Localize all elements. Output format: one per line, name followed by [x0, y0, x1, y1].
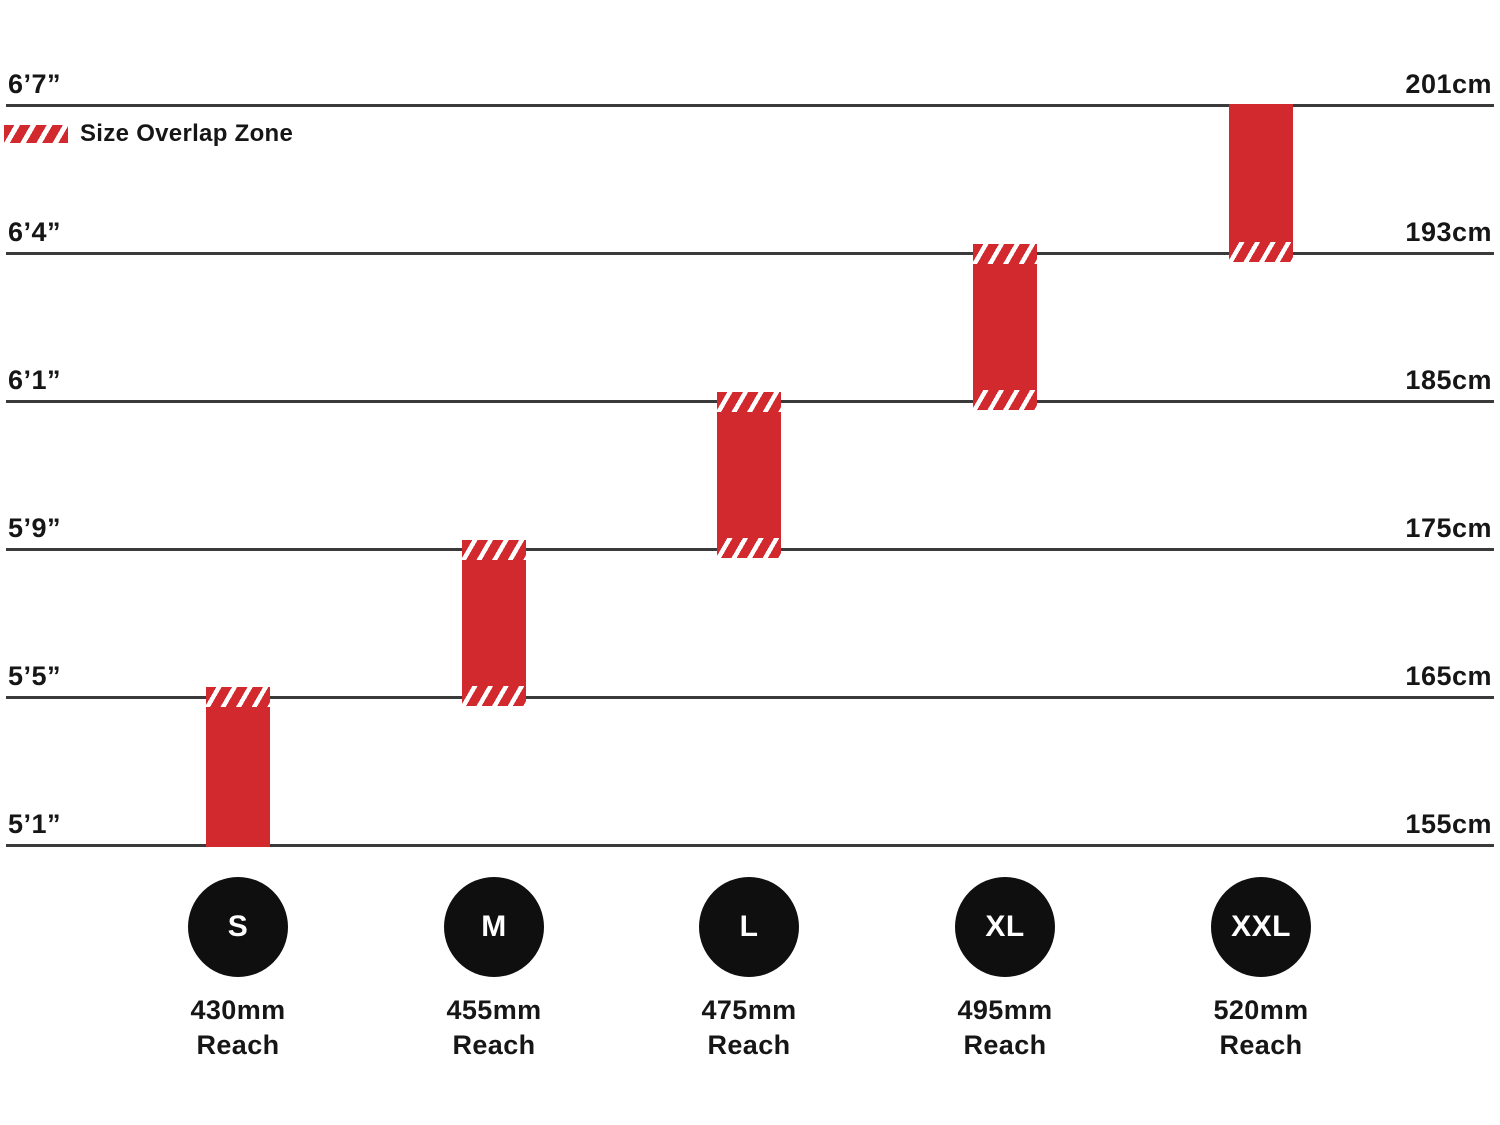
reach-value: 495mm: [957, 995, 1053, 1025]
bar-solid: [462, 560, 526, 686]
reach-unit: Reach: [196, 1030, 280, 1060]
tick-metric: 175cm: [1405, 513, 1492, 543]
gridline-193cm: [6, 252, 1494, 255]
tick-metric: 201cm: [1405, 69, 1492, 99]
size-badge-l: L: [699, 877, 799, 977]
overlap-zone-bottom: [1229, 242, 1293, 262]
overlap-hatch-swatch: [4, 125, 68, 143]
reach-value: 430mm: [190, 995, 286, 1025]
overlap-zone-bottom: [717, 538, 781, 558]
reach-value: 455mm: [446, 995, 542, 1025]
reach-label-l: 475mm Reach: [639, 993, 859, 1063]
reach-unit: Reach: [452, 1030, 536, 1060]
bar-solid: [206, 707, 270, 847]
reach-label-xl: 495mm Reach: [895, 993, 1115, 1063]
reach-value: 520mm: [1213, 995, 1309, 1025]
tick-imperial: 6’4”: [8, 217, 62, 247]
tick-metric: 193cm: [1405, 217, 1492, 247]
size-bar-m: [462, 540, 526, 706]
reach-label-m: 455mm Reach: [384, 993, 604, 1063]
size-bar-s: [206, 687, 270, 847]
size-bar-xl: [973, 244, 1037, 410]
overlap-zone-bottom: [973, 390, 1037, 410]
size-badge-m: M: [444, 877, 544, 977]
legend: Size Overlap Zone: [4, 120, 293, 148]
reach-label-xxl: 520mm Reach: [1151, 993, 1371, 1063]
overlap-zone-top: [717, 392, 781, 412]
tick-metric: 165cm: [1405, 661, 1492, 691]
bar-solid: [973, 264, 1037, 390]
overlap-zone-bottom: [462, 686, 526, 706]
bar-solid: [1229, 104, 1293, 242]
tick-imperial: 5’5”: [8, 661, 62, 691]
overlap-zone-top: [973, 244, 1037, 264]
bar-solid: [717, 412, 781, 538]
tick-imperial: 6’1”: [8, 365, 62, 395]
tick-imperial: 6’7”: [8, 69, 62, 99]
size-bar-l: [717, 392, 781, 558]
size-badge-xl: XL: [955, 877, 1055, 977]
tick-metric: 155cm: [1405, 809, 1492, 839]
reach-label-s: 430mm Reach: [128, 993, 348, 1063]
reach-unit: Reach: [707, 1030, 791, 1060]
gridline-155cm: [6, 844, 1494, 847]
gridline-165cm: [6, 696, 1494, 699]
tick-imperial: 5’9”: [8, 513, 62, 543]
size-badge-s: S: [188, 877, 288, 977]
overlap-zone-top: [206, 687, 270, 707]
legend-label: Size Overlap Zone: [80, 120, 294, 147]
size-bar-xxl: [1229, 104, 1293, 262]
overlap-zone-top: [462, 540, 526, 560]
tick-imperial: 5’1”: [8, 809, 62, 839]
size-badge-xxl: XXL: [1211, 877, 1311, 977]
reach-unit: Reach: [1219, 1030, 1303, 1060]
tick-metric: 185cm: [1405, 365, 1492, 395]
gridline-201cm: [6, 104, 1494, 107]
reach-value: 475mm: [701, 995, 797, 1025]
reach-unit: Reach: [963, 1030, 1047, 1060]
